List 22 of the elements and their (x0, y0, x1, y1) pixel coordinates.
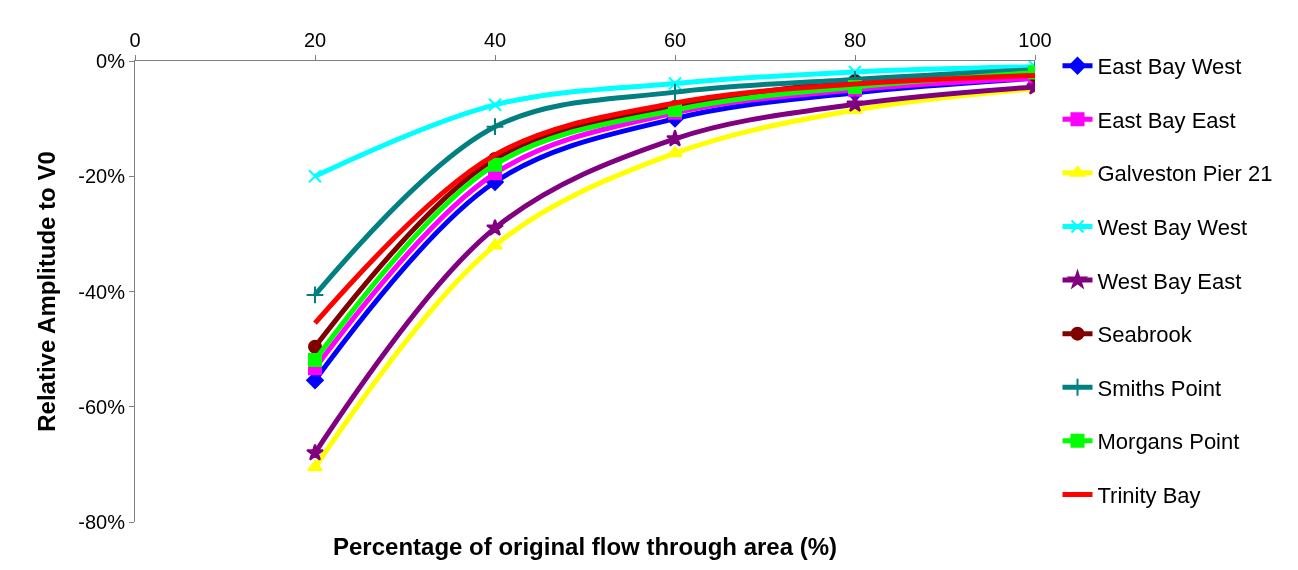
legend-label: East Bay West (1097, 54, 1242, 80)
x-tick-label: 0 (129, 29, 141, 51)
legend-label: Smiths Point (1097, 375, 1221, 401)
x-tick-label: 60 (663, 29, 687, 51)
legend-label: Galveston Pier 21 (1097, 161, 1273, 187)
legend-label: West Bay East (1097, 268, 1242, 294)
y-tick-label: -20% (78, 165, 126, 188)
x-tick-label: 20 (303, 29, 327, 51)
y-tick-label: -40% (78, 280, 126, 303)
y-axis-title: Relative Amplitude to V0 (33, 151, 61, 432)
x-axis-title: Percentage of original flow through area (%) (333, 533, 838, 560)
y-tick-label: -60% (78, 395, 126, 418)
legend-label: Morgans Point (1097, 429, 1240, 455)
legend-label: Trinity Bay (1097, 483, 1201, 509)
legend-label: West Bay West (1097, 215, 1248, 241)
x-tick-label: 40 (483, 29, 507, 51)
x-tick-label: 80 (843, 29, 867, 51)
y-tick-label: 0% (96, 50, 126, 72)
x-tick-label: 100 (1018, 29, 1052, 51)
legend-label: East Bay East (1097, 107, 1236, 133)
y-tick-label: -80% (78, 511, 126, 533)
legend-label: Seabrook (1097, 322, 1193, 348)
